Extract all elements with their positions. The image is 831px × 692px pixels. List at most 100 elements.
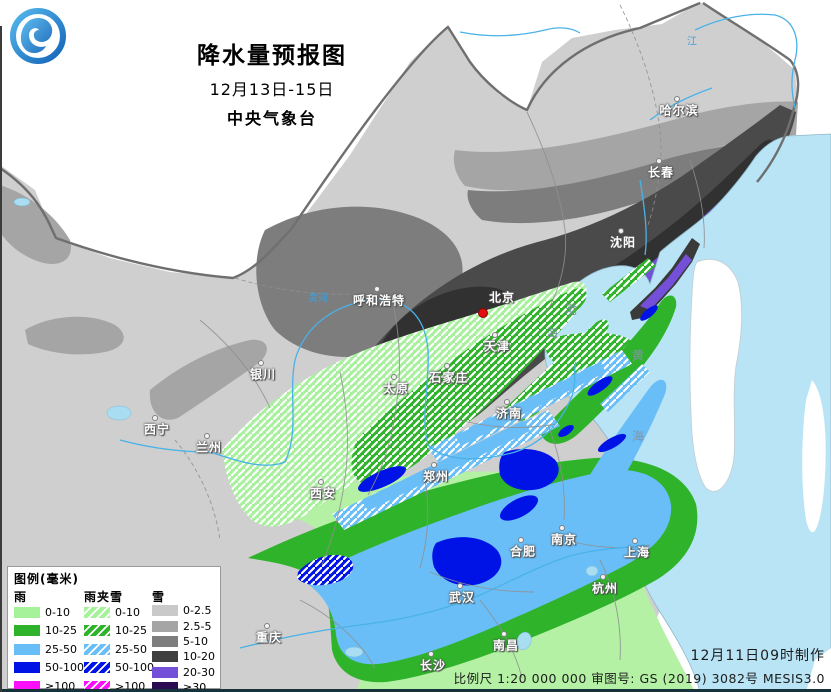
legend-column-header: 雪 [152, 590, 166, 604]
legend-item: 2.5-5 [152, 618, 214, 633]
legend-swatch [84, 643, 110, 655]
legend-column-header: 雨夹雪 [84, 590, 124, 604]
lakes [13, 197, 599, 658]
city-label: 重庆 [255, 630, 283, 645]
legend-item: 25-50 [14, 640, 84, 659]
city-marker [374, 286, 380, 292]
river-label: 江 [687, 36, 697, 48]
issuing-agency: 中央气象台 [226, 109, 317, 128]
legend-range: 5-10 [183, 634, 208, 648]
city-label: 呼和浩特 [352, 293, 406, 308]
legend-swatch [14, 662, 40, 674]
legend-range: 10-25 [115, 624, 147, 638]
legend-item: 50-100 [84, 659, 154, 678]
city-label: 北京 [488, 290, 516, 305]
city-marker [457, 583, 463, 589]
city-marker [152, 415, 158, 421]
logo-swirl [20, 17, 53, 54]
title-block: 降水量预报图 12月13日-15日 中央气象台 [140, 36, 404, 129]
city-marker [258, 360, 264, 366]
city-label: 武汉 [448, 590, 476, 605]
city-label: 南京 [550, 532, 578, 547]
legend-range: ≥100 [45, 679, 76, 692]
rain-25-50-offshore [588, 379, 667, 492]
legend-column-sleet: 雨夹雪 0-10 10-25 25-50 50-100 >100 [84, 588, 154, 692]
city-marker [618, 228, 624, 234]
sleet-50-100-blob [297, 554, 354, 586]
city-label: 济南 [495, 406, 523, 421]
city-marker [501, 631, 507, 637]
city-label: 杭州 [591, 581, 619, 596]
legend-range: 50-100 [115, 661, 154, 675]
legend-item: 10-20 [152, 649, 215, 664]
legend-item: 0-10 [14, 603, 84, 622]
city-marker [444, 363, 450, 369]
legend-swatch [84, 625, 110, 637]
city-label: 郑州 [422, 469, 450, 484]
city-marker [504, 399, 510, 405]
rain-50-100-blobs [358, 305, 658, 586]
city-label: 哈尔滨 [659, 103, 699, 118]
legend-swatch [14, 643, 40, 655]
city-label: 合肥 [509, 544, 537, 559]
beijing-marker [478, 308, 488, 318]
city-label: 长沙 [419, 658, 447, 673]
legend-range: 10-25 [45, 624, 77, 638]
city-label: 兰州 [195, 440, 223, 455]
legend-swatch [84, 662, 110, 674]
legend-item: ≥30 [152, 680, 214, 692]
national-border [0, 1, 800, 280]
city-label: 银川 [249, 367, 277, 382]
map-frame-bottom [0, 689, 831, 692]
sea-label: 渤 [564, 302, 578, 317]
legend-range: 25-50 [45, 642, 77, 656]
legend-swatch [152, 666, 178, 678]
city-marker [428, 651, 434, 657]
legend-title: 图例(毫米) [14, 572, 79, 586]
legend-item: >100 [84, 677, 152, 692]
map-frame-left [0, 26, 2, 692]
legend-item: 10-25 [14, 622, 84, 641]
city-label: 沈阳 [609, 235, 637, 250]
legend-item: 0-10 [84, 603, 152, 622]
sleet-offshore-streak [602, 258, 656, 302]
white-corner [806, 648, 831, 692]
sea-label: 海 [631, 429, 645, 444]
legend-swatch [152, 651, 178, 663]
legend-range: >100 [115, 679, 146, 692]
city-label: 南昌 [492, 638, 520, 653]
sleet-10-25-region [351, 288, 587, 484]
city-label: 西宁 [143, 422, 171, 437]
legend-columns: 雨 0-10 10-25 25-50 50-100 ≥100 雨夹雪 0-10 10-25 25-… [14, 588, 215, 692]
city-label: 天津 [483, 339, 511, 354]
map-title: 降水量预报图 [197, 43, 347, 69]
japan-islands [802, 380, 826, 533]
city-marker [674, 96, 680, 102]
legend-swatch [152, 635, 178, 647]
legend-item: 5-10 [152, 634, 214, 649]
city-marker [431, 462, 437, 468]
legend-box: 图例(毫米) 雨 0-10 10-25 25-50 50-100 ≥100 雨夹雪 0-10 1… [7, 566, 221, 692]
city-label: 石家庄 [429, 370, 469, 385]
legend-swatch [14, 606, 40, 618]
sea-label: 黄 [631, 348, 645, 363]
sea-label: 海 [545, 326, 559, 341]
city-marker [492, 332, 498, 338]
issue-timestamp: 12月11日09时制作 [690, 648, 825, 664]
legend-range: ≥30 [183, 681, 207, 692]
legend-range: 10-20 [183, 650, 215, 664]
legend-item: 10-25 [84, 622, 152, 641]
city-marker [656, 158, 662, 164]
legend-range: 20-30 [183, 665, 215, 679]
city-marker [264, 623, 270, 629]
city-marker [318, 479, 324, 485]
rivers [119, 13, 798, 649]
city-marker [632, 538, 638, 544]
city-marker [559, 525, 565, 531]
legend-swatch [152, 605, 178, 617]
sleet-25-50-bands [332, 350, 650, 530]
legend-item: 50-100 [14, 659, 84, 678]
legend-range: 50-100 [45, 661, 84, 675]
